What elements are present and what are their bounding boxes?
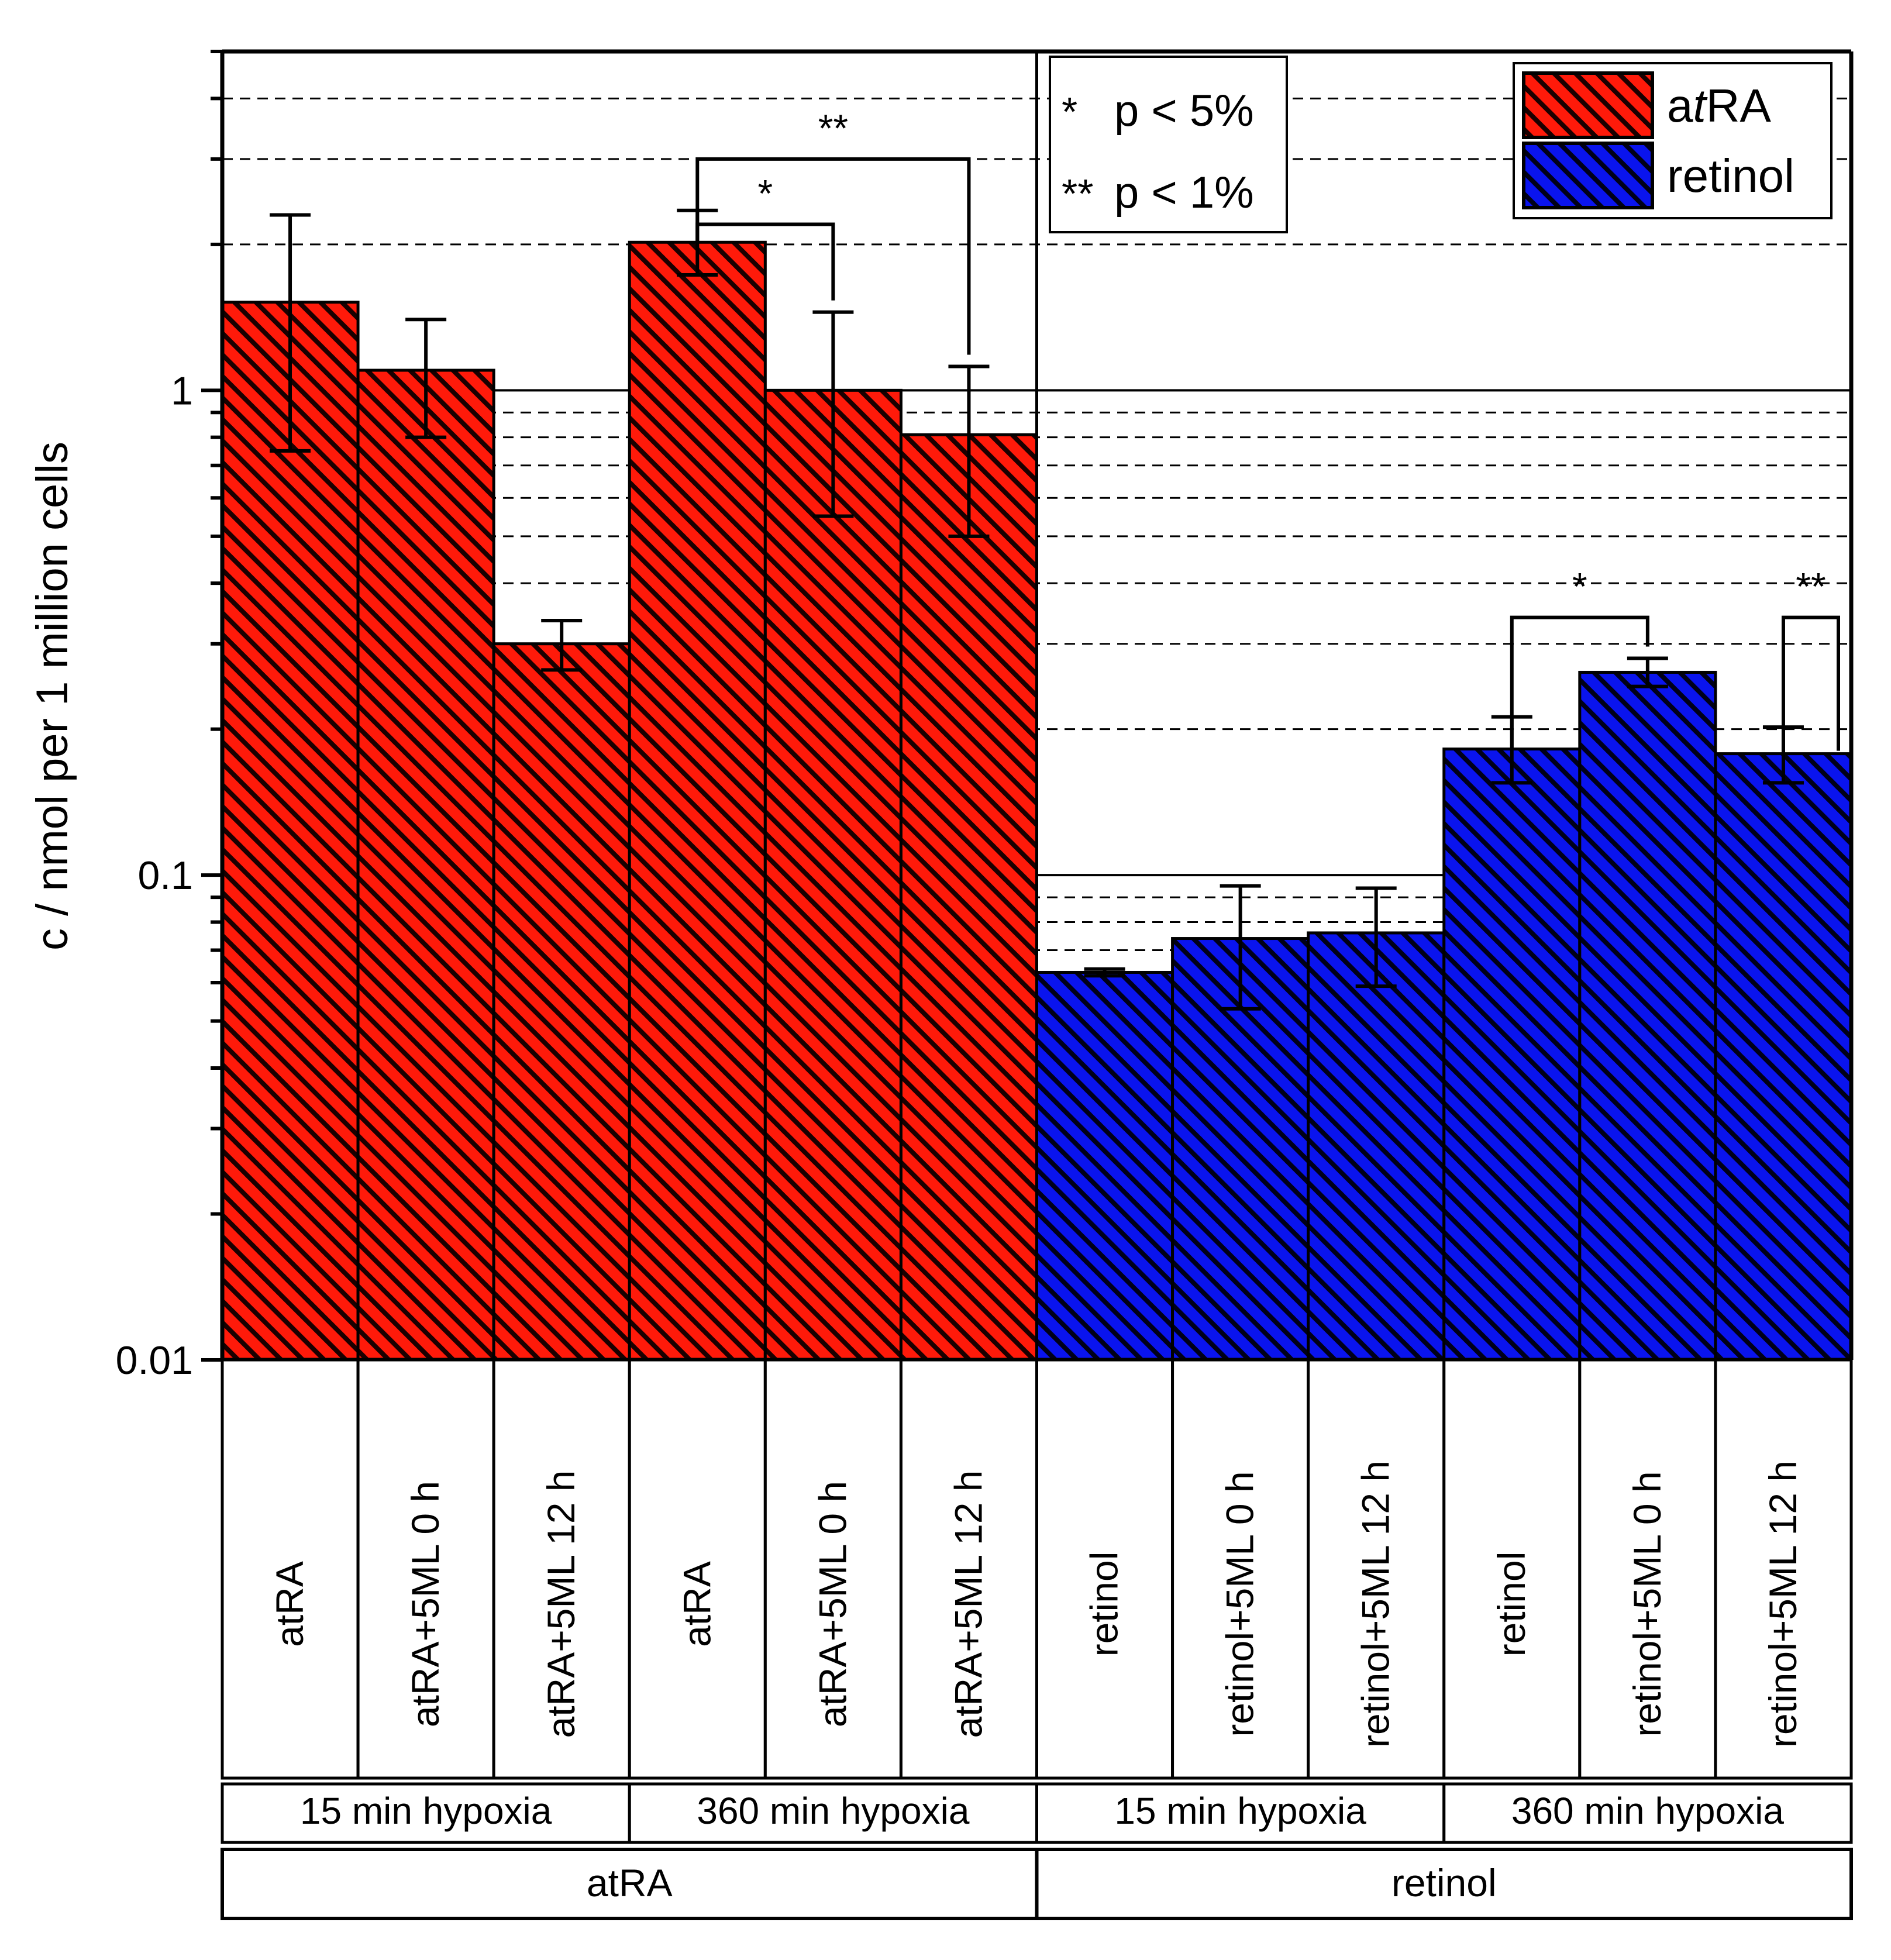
category-label: retinol	[1490, 1552, 1533, 1657]
category-label: retinol	[1083, 1552, 1126, 1657]
category-cell	[1035, 1358, 1174, 1780]
hypoxia-group-label: 15 min hypoxia	[300, 1790, 552, 1832]
category-cell	[1307, 1358, 1446, 1780]
category-cell	[492, 1358, 631, 1780]
significance-bracket	[695, 157, 971, 355]
category-cell	[628, 1358, 767, 1780]
legend-swatch-retinol	[1522, 142, 1654, 209]
hypoxia-group-cell	[221, 1782, 631, 1844]
legend-swatch-atRA	[1522, 71, 1654, 139]
bar-atRA	[356, 368, 495, 1362]
y-tick-label: 0.1	[137, 853, 193, 898]
category-label: retinol+5ML 12 h	[1761, 1460, 1804, 1748]
compound-group-label: retinol	[1391, 1861, 1497, 1904]
significance-brackets: **** **	[695, 106, 1840, 754]
hypoxia-group-label: 15 min hypoxia	[1114, 1790, 1366, 1832]
category-label: atRA+5ML 12 h	[539, 1470, 583, 1738]
p-value-stars: **	[1062, 171, 1093, 216]
category-label: atRA+5ML 0 h	[404, 1481, 447, 1727]
p-value-text: p < 5%	[1114, 86, 1254, 136]
hypoxia-group-label: 360 min hypoxia	[697, 1790, 969, 1832]
category-cell	[1442, 1358, 1582, 1780]
compound-group-cell	[1035, 1848, 1853, 1920]
p-value-text: p < 1%	[1114, 168, 1254, 218]
hypoxia-group-label: 360 min hypoxia	[1511, 1790, 1784, 1832]
category-label: atRA+5ML 0 h	[811, 1481, 854, 1727]
bar-retinol	[1578, 670, 1717, 1362]
category-cell	[899, 1358, 1038, 1780]
significance-bracket	[1510, 615, 1649, 749]
category-label: atRA	[268, 1561, 311, 1647]
legend-label-retinol: retinol	[1667, 150, 1794, 202]
y-axis-label: c / nmol per 1 million cells	[27, 442, 77, 950]
p-value-stars: *	[1062, 89, 1077, 135]
bar-atRA	[492, 642, 631, 1362]
y-tick-label: 0.01	[116, 1338, 193, 1383]
significance-stars: **	[818, 106, 848, 150]
category-cell	[221, 1358, 360, 1780]
error-bars	[270, 208, 1804, 1011]
bar-retinol	[1307, 931, 1446, 1362]
category-label: retinol+5ML 0 h	[1218, 1471, 1262, 1737]
hypoxia-group-cell	[1442, 1782, 1853, 1844]
legends: * p < 5% ** p < 1% atRA retinol	[1049, 56, 1833, 233]
p-value-legend	[1049, 56, 1288, 233]
significance-bracket	[695, 222, 835, 301]
bar-atRA	[899, 433, 1038, 1362]
significance-stars: **	[1796, 565, 1825, 608]
category-label: retinol+5ML 12 h	[1354, 1460, 1397, 1748]
bar-retinol	[1035, 970, 1174, 1362]
bars	[221, 240, 1853, 1362]
compound-group-label: atRA	[587, 1861, 673, 1904]
category-label: retinol+5ML 0 h	[1625, 1471, 1669, 1737]
significance-stars: *	[757, 172, 773, 215]
category-table: atRA atRA+5ML 0 h atRA+5ML 12 h atRA atRA+5M…	[221, 1358, 1853, 1920]
bar-atRA	[221, 301, 360, 1362]
bar-atRA	[628, 240, 767, 1362]
legend-label-atRA: atRA	[1667, 80, 1772, 132]
bar-retinol	[1714, 752, 1853, 1362]
y-tick-label: 1	[171, 368, 193, 413]
category-cell	[763, 1358, 903, 1780]
category-cell	[1714, 1358, 1853, 1780]
significance-bracket	[1781, 615, 1840, 754]
category-label: atRA+5ML 12 h	[946, 1470, 990, 1738]
category-cell	[1171, 1358, 1310, 1780]
bar-atRA	[763, 388, 903, 1362]
category-label: atRA	[675, 1561, 718, 1647]
hypoxia-group-cell	[628, 1782, 1038, 1844]
significance-stars: *	[1572, 565, 1587, 608]
bar-retinol	[1442, 748, 1582, 1362]
category-cell	[1578, 1358, 1717, 1780]
